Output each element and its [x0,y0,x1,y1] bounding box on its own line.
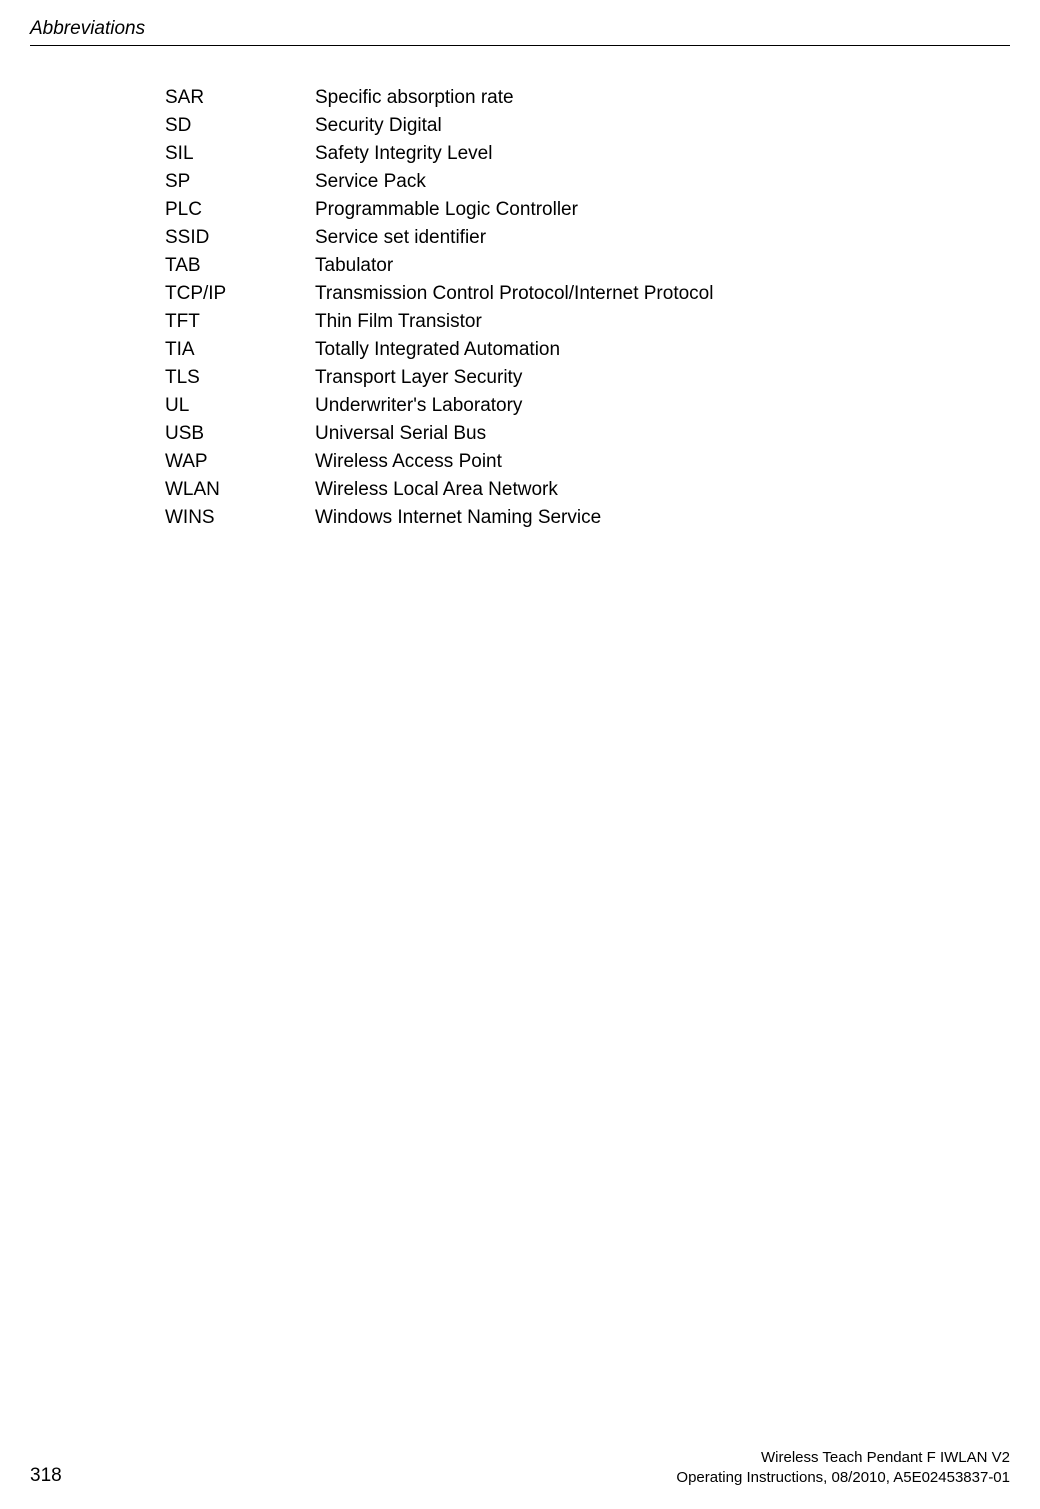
footer-doc-info: Wireless Teach Pendant F IWLAN V2 Operat… [676,1448,1010,1487]
abbrev-key: WINS [165,507,315,529]
footer-content: 318 Wireless Teach Pendant F IWLAN V2 Op… [30,1448,1010,1487]
abbrev-value: Thin Film Transistor [315,311,482,333]
abbrev-key: TLS [165,367,315,389]
abbrev-row: WLAN Wireless Local Area Network [165,479,980,501]
abbrev-row: TIA Totally Integrated Automation [165,339,980,361]
abbrev-value: Programmable Logic Controller [315,199,578,221]
abbrev-row: WINS Windows Internet Naming Service [165,507,980,529]
abbrev-value: Transport Layer Security [315,367,522,389]
abbrev-row: TFT Thin Film Transistor [165,311,980,333]
abbrev-row: SP Service Pack [165,171,980,193]
page-number: 318 [30,1465,62,1487]
abbrev-key: SAR [165,87,315,109]
abbrev-row: WAP Wireless Access Point [165,451,980,473]
page-footer: 318 Wireless Teach Pendant F IWLAN V2 Op… [30,1448,1010,1487]
abbrev-key: UL [165,395,315,417]
abbrev-key: PLC [165,199,315,221]
abbrev-key: SSID [165,227,315,249]
abbrev-value: Wireless Local Area Network [315,479,558,501]
abbrev-row: TLS Transport Layer Security [165,367,980,389]
abbrev-row: SAR Specific absorption rate [165,87,980,109]
abbrev-value: Windows Internet Naming Service [315,507,601,529]
abbrev-value: Tabulator [315,255,393,277]
abbrev-key: SP [165,171,315,193]
doc-info: Operating Instructions, 08/2010, A5E0245… [676,1468,1010,1488]
abbrev-row: USB Universal Serial Bus [165,423,980,445]
abbrev-key: TAB [165,255,315,277]
abbrev-row: UL Underwriter's Laboratory [165,395,980,417]
abbrev-key: USB [165,423,315,445]
abbrev-key: WAP [165,451,315,473]
abbrev-value: Transmission Control Protocol/Internet P… [315,283,713,305]
abbrev-key: TCP/IP [165,283,315,305]
abbrev-value: Service Pack [315,171,426,193]
abbrev-row: SD Security Digital [165,115,980,137]
abbrev-row: SIL Safety Integrity Level [165,143,980,165]
doc-title: Wireless Teach Pendant F IWLAN V2 [676,1448,1010,1468]
abbrev-value: Totally Integrated Automation [315,339,560,361]
abbrev-key: TFT [165,311,315,333]
abbrev-value: Service set identifier [315,227,486,249]
abbrev-row: TCP/IP Transmission Control Protocol/Int… [165,283,980,305]
abbrev-key: SIL [165,143,315,165]
abbrev-key: WLAN [165,479,315,501]
abbrev-value: Wireless Access Point [315,451,502,473]
abbrev-value: Security Digital [315,115,442,137]
abbreviations-list: SAR Specific absorption rate SD Security… [165,87,980,535]
abbrev-row: TAB Tabulator [165,255,980,277]
abbrev-value: Underwriter's Laboratory [315,395,522,417]
header-title: Abbreviations [30,18,1010,40]
page-header: Abbreviations [30,18,1010,46]
abbrev-key: SD [165,115,315,137]
abbrev-value: Universal Serial Bus [315,423,486,445]
abbrev-key: TIA [165,339,315,361]
abbrev-value: Specific absorption rate [315,87,514,109]
abbrev-value: Safety Integrity Level [315,143,492,165]
abbrev-row: PLC Programmable Logic Controller [165,199,980,221]
header-divider [30,45,1010,46]
abbrev-row: SSID Service set identifier [165,227,980,249]
